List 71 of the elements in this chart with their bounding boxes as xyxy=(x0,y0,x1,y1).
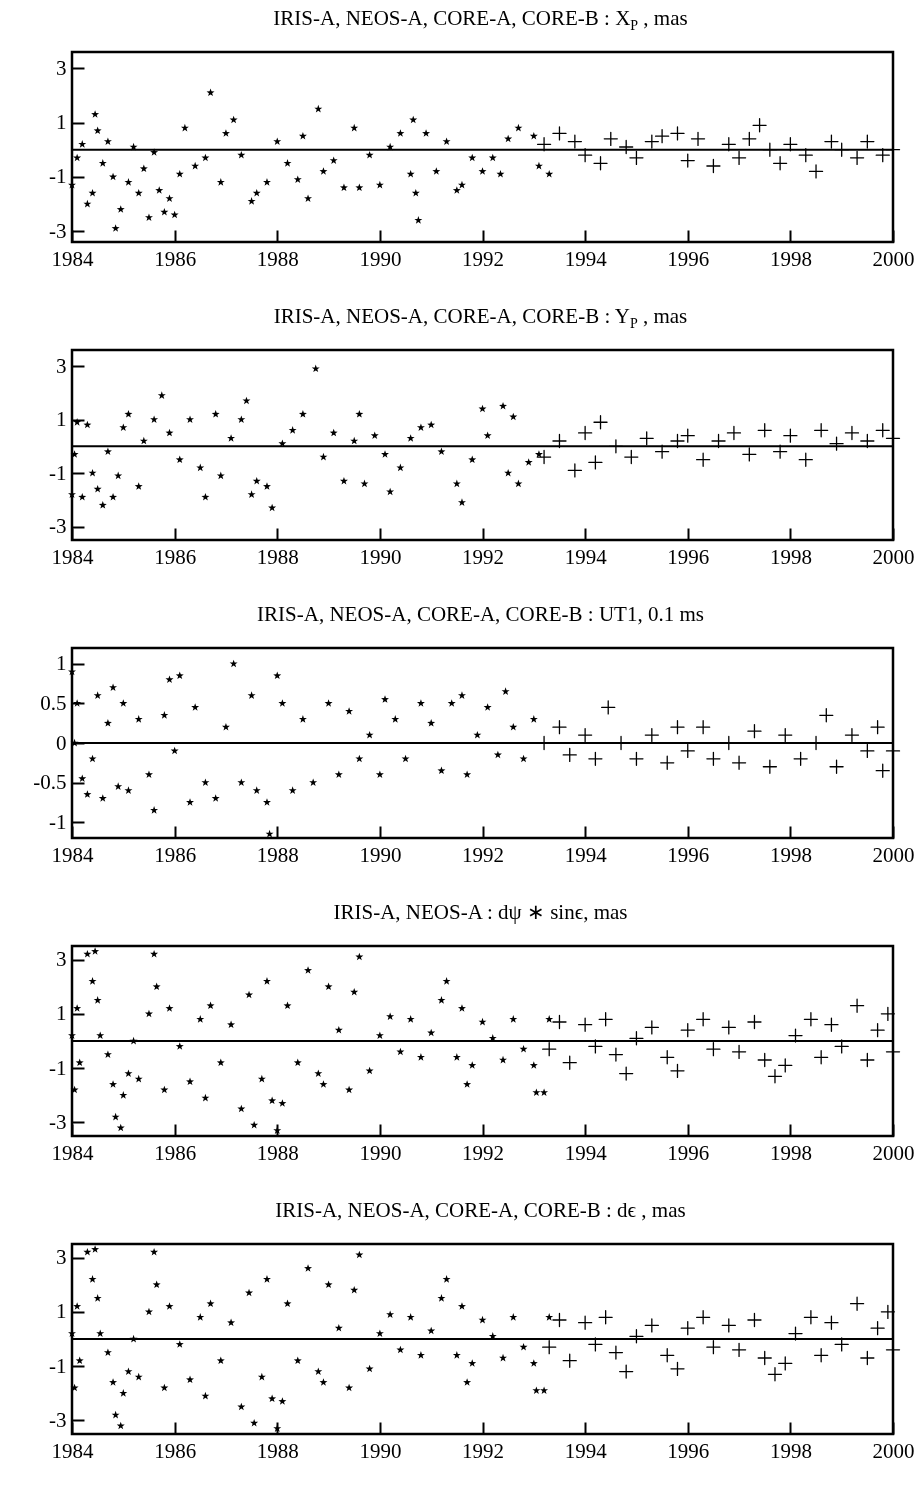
x-tick-label: 1990 xyxy=(359,842,402,867)
x-tick-label: 1990 xyxy=(359,246,402,271)
x-tick-label: 1992 xyxy=(462,1438,504,1463)
chart-title: IRIS-A, NEOS-A, CORE-A, CORE-B : UT1, 0.1 ms xyxy=(256,601,705,628)
x-tick-label: 2000 xyxy=(872,544,915,569)
x-tick-label: 1998 xyxy=(769,1438,812,1463)
x-tick-label: 2000 xyxy=(872,842,915,867)
y-tick-label: 1 xyxy=(56,1001,67,1026)
x-tick-label: 1988 xyxy=(256,1140,299,1165)
x-tick-label: 1986 xyxy=(154,842,197,867)
y-tick-label: 3 xyxy=(56,947,67,972)
x-tick-label: 1986 xyxy=(154,246,197,271)
x-tick-label: 1984 xyxy=(51,544,94,569)
x-tick-label: 1994 xyxy=(564,246,608,271)
chart-title: IRIS-A, NEOS-A, CORE-A, CORE-B : dϵ , mas xyxy=(274,1197,687,1224)
x-tick-label: 1994 xyxy=(564,842,608,867)
x-tick-label: 1994 xyxy=(564,1140,608,1165)
x-tick-label: 1998 xyxy=(769,1140,812,1165)
x-tick-label: 1998 xyxy=(769,544,812,569)
y-tick-label: 3 xyxy=(56,55,67,80)
x-tick-label: 2000 xyxy=(872,246,915,271)
y-tick-label: -3 xyxy=(49,514,67,539)
y-tick-label: -3 xyxy=(49,1109,67,1134)
y-tick-label: -1 xyxy=(49,809,67,834)
x-tick-label: 1996 xyxy=(667,544,710,569)
chart-title: IRIS-A, NEOS-A, CORE-A, CORE-B : X$_{P}$ , mas xyxy=(272,5,689,36)
x-tick-label: 1990 xyxy=(359,1438,402,1463)
x-tick-label: 1988 xyxy=(256,544,299,569)
y-tick-label: -3 xyxy=(49,1407,67,1432)
chart-title: IRIS-A, NEOS-A, CORE-A, CORE-B : Y$_{P}$ , mas xyxy=(272,303,689,334)
y-tick-label: 0 xyxy=(56,730,67,755)
x-tick-label: 1986 xyxy=(154,1438,197,1463)
x-tick-label: 1996 xyxy=(667,1140,710,1165)
y-tick-label: -1 xyxy=(49,1055,67,1080)
x-tick-label: 1984 xyxy=(51,1438,94,1463)
y-tick-label: -0.5 xyxy=(33,770,67,795)
x-tick-label: 1984 xyxy=(51,246,94,271)
y-tick-label: 1 xyxy=(56,651,67,676)
x-tick-label: 1994 xyxy=(564,544,608,569)
x-tick-label: 1988 xyxy=(256,842,299,867)
x-tick-label: 1988 xyxy=(256,1438,299,1463)
y-tick-label: 1 xyxy=(56,407,67,432)
y-tick-label: 1 xyxy=(56,1299,67,1324)
x-tick-label: 1996 xyxy=(667,246,710,271)
x-tick-label: 1986 xyxy=(154,544,197,569)
x-tick-label: 1998 xyxy=(769,246,812,271)
x-tick-label: 1984 xyxy=(51,1140,94,1165)
y-tick-label: -1 xyxy=(49,460,67,485)
y-tick-label: -1 xyxy=(49,1353,67,1378)
x-tick-label: 1992 xyxy=(462,1140,504,1165)
y-tick-label: 1 xyxy=(56,110,67,135)
x-tick-label: 1994 xyxy=(564,1438,608,1463)
y-tick-label: 0.5 xyxy=(40,690,67,715)
x-tick-label: 1988 xyxy=(256,246,299,271)
x-tick-label: 1990 xyxy=(359,1140,402,1165)
x-tick-label: 1996 xyxy=(667,842,710,867)
x-tick-label: 2000 xyxy=(872,1438,915,1463)
y-tick-label: -3 xyxy=(49,218,67,243)
y-tick-label: 3 xyxy=(56,353,67,378)
x-tick-label: 1996 xyxy=(667,1438,710,1463)
chart-title: IRIS-A, NEOS-A : dψ ∗ sinϵ, mas xyxy=(332,899,629,926)
y-tick-label: -1 xyxy=(49,164,67,189)
x-tick-label: 1984 xyxy=(51,842,94,867)
x-tick-label: 1990 xyxy=(359,544,402,569)
x-tick-label: 1992 xyxy=(462,246,504,271)
x-tick-label: 2000 xyxy=(872,1140,915,1165)
x-tick-label: 1992 xyxy=(462,544,504,569)
x-tick-label: 1998 xyxy=(769,842,812,867)
y-tick-label: 3 xyxy=(56,1245,67,1270)
x-tick-label: 1992 xyxy=(462,842,504,867)
x-tick-label: 1986 xyxy=(154,1140,197,1165)
